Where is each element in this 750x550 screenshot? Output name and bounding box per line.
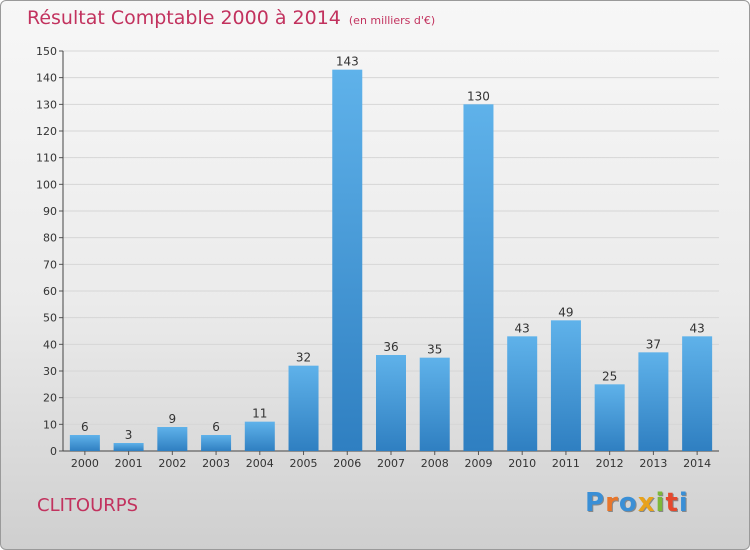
x-tick-label-2005: 2005 [290, 457, 318, 470]
y-tick-label: 100 [36, 178, 57, 191]
x-tick-label-2004: 2004 [246, 457, 274, 470]
x-tick-label-2008: 2008 [421, 457, 449, 470]
bar-2014 [682, 336, 713, 451]
x-tick-label-2002: 2002 [158, 457, 186, 470]
x-tick-label-2012: 2012 [596, 457, 624, 470]
commune-name: CLITOURPS [37, 495, 139, 516]
value-label-2003: 6 [212, 420, 220, 434]
y-tick-label: 30 [43, 365, 57, 378]
y-tick-label: 70 [43, 258, 57, 271]
value-label-2011: 49 [558, 305, 573, 319]
value-label-2005: 32 [296, 351, 311, 365]
x-tick-label-2007: 2007 [377, 457, 405, 470]
y-tick-label: 140 [36, 72, 57, 85]
value-label-2012: 25 [602, 369, 617, 383]
x-tick-label-2009: 2009 [464, 457, 492, 470]
y-tick-label: 40 [43, 338, 57, 351]
value-label-2010: 43 [515, 321, 530, 335]
y-tick-label: 60 [43, 285, 57, 298]
value-label-2008: 35 [427, 343, 442, 357]
x-tick-label-2014: 2014 [683, 457, 711, 470]
logo-letter: P [585, 488, 606, 518]
bar-2003 [201, 435, 232, 451]
logo-letter: i [678, 488, 689, 518]
logo-letter: o [618, 488, 638, 518]
value-label-2007: 36 [383, 340, 398, 354]
y-tick-label: 130 [36, 98, 57, 111]
x-tick-label-2011: 2011 [552, 457, 580, 470]
x-tick-label-2006: 2006 [333, 457, 361, 470]
value-label-2009: 130 [467, 89, 490, 103]
bar-chart: 0 10 20 30 40 50 60 70 80 90 100 110 120 130 140 150 6 20… [36, 45, 719, 470]
chart-subtitle: (en milliers d'€) [348, 14, 436, 27]
logo-letter: x [637, 488, 656, 518]
proxiti-logo[interactable]: Proxiti [585, 488, 689, 518]
bar-2011 [550, 320, 581, 451]
y-tick-label: 0 [50, 445, 57, 458]
bar-2005 [288, 365, 319, 451]
x-tick-label-2010: 2010 [508, 457, 536, 470]
chart-title: Résultat Comptable 2000 à 2014 (en millie… [27, 7, 435, 29]
value-label-2004: 11 [252, 407, 267, 421]
bar-2006 [332, 69, 363, 452]
y-tick-label: 90 [43, 205, 57, 218]
logo-letter: t [665, 488, 679, 518]
y-tick-label: 80 [43, 232, 57, 245]
logo-letter: r [605, 488, 619, 518]
bar-2007 [376, 355, 406, 451]
bar-2013 [638, 352, 669, 451]
bar-2000 [69, 435, 100, 451]
y-tick-label: 10 [43, 418, 57, 431]
value-label-2014: 43 [689, 321, 704, 335]
y-tick-label: 110 [36, 152, 57, 165]
x-tick-label-2003: 2003 [202, 457, 230, 470]
bar-2001 [113, 443, 144, 451]
y-tick-label: 50 [43, 312, 57, 325]
x-tick-label-2000: 2000 [71, 457, 99, 470]
y-tick-label: 150 [36, 45, 57, 58]
value-label-2002: 9 [169, 412, 177, 426]
bars [69, 69, 713, 452]
bar-2010 [507, 336, 538, 451]
bar-2009 [463, 104, 494, 451]
labels: 0 10 20 30 40 50 60 70 80 90 100 110 120 130 140 150 6 20… [36, 45, 711, 470]
value-label-2001: 3 [125, 428, 133, 442]
value-label-2000: 6 [81, 420, 89, 434]
bar-2004 [244, 421, 275, 451]
title-text: Résultat Comptable 2000 à 2014 [27, 7, 341, 29]
bar-2008 [419, 357, 450, 451]
x-tick-label-2001: 2001 [115, 457, 143, 470]
value-label-2006: 143 [336, 55, 359, 69]
x-tick-label-2013: 2013 [639, 457, 667, 470]
y-tick-label: 120 [36, 125, 57, 138]
value-label-2013: 37 [646, 337, 661, 351]
y-tick-label: 20 [43, 392, 57, 405]
bar-2012 [594, 384, 625, 451]
bar-2002 [157, 427, 188, 451]
logo-letter: i [655, 488, 666, 518]
